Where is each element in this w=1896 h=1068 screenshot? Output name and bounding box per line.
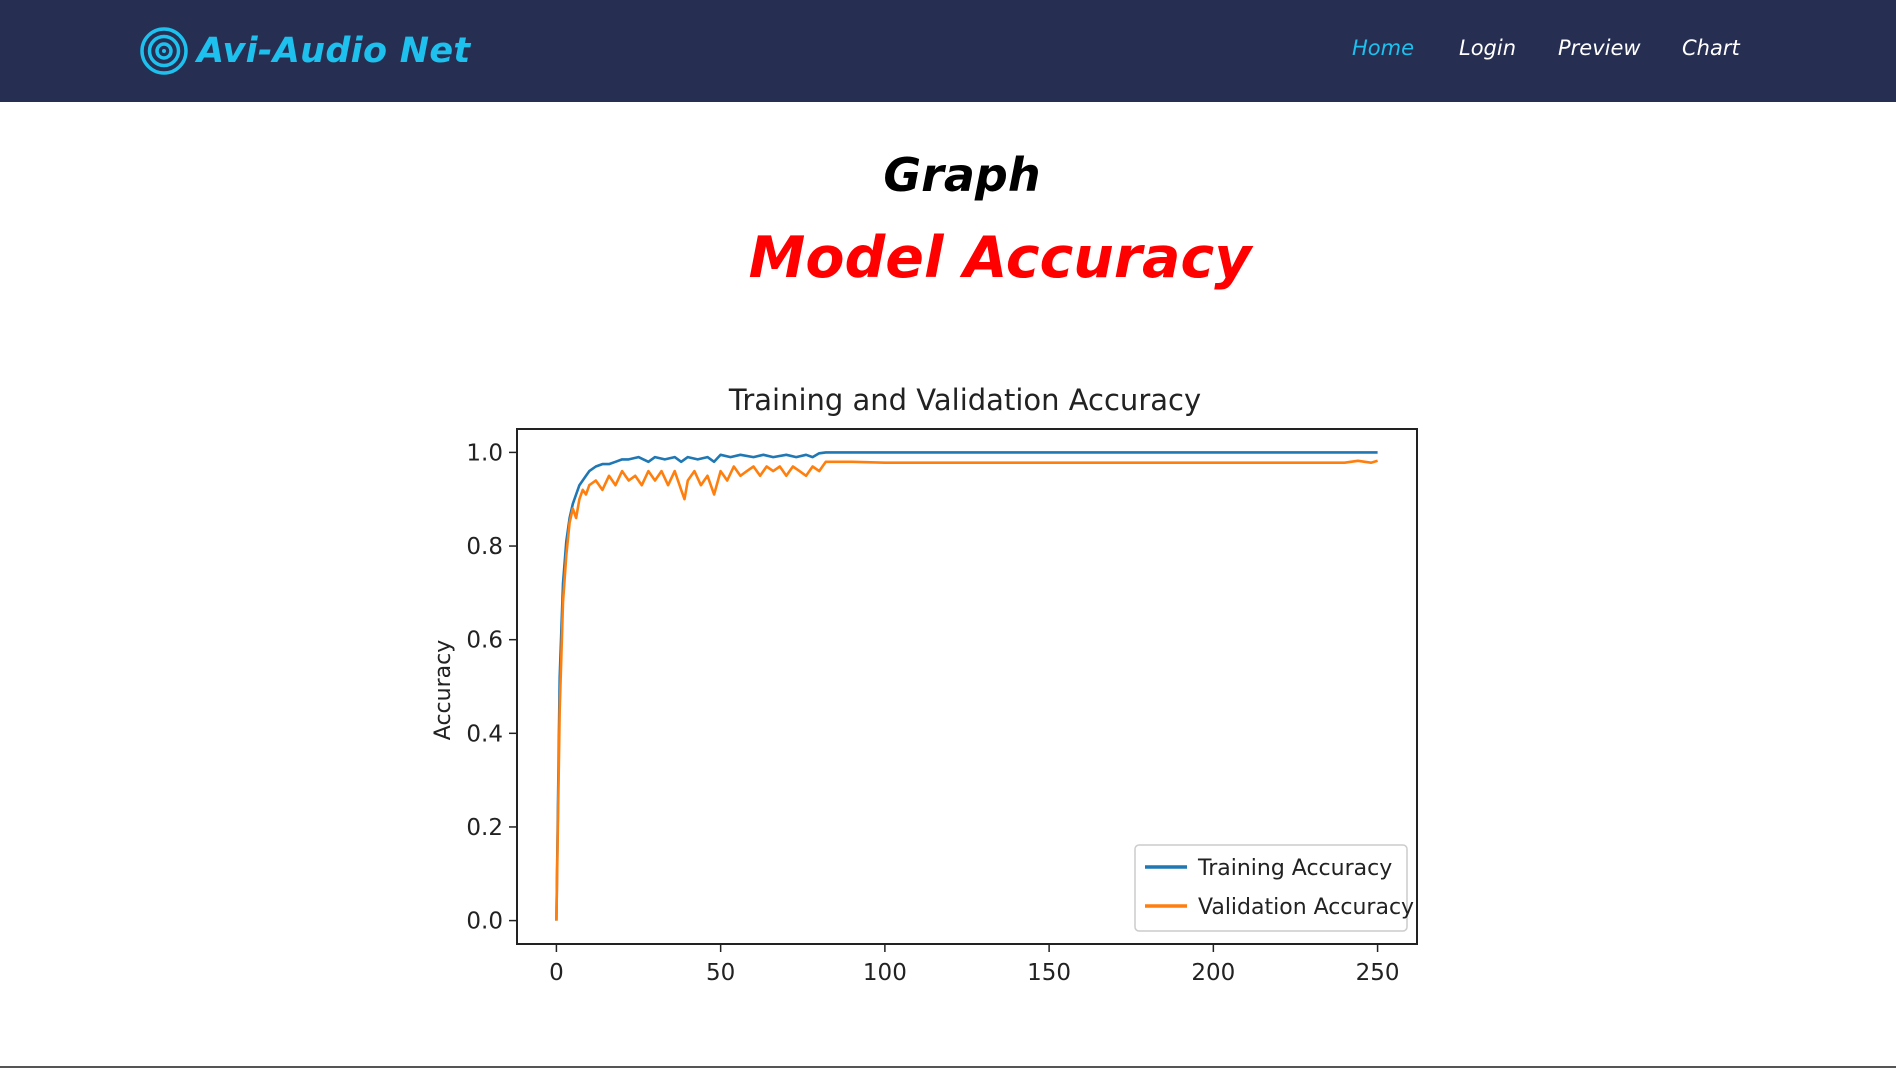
accuracy-chart: Training and Validation Accuracy Accurac… <box>420 372 1440 1012</box>
bottom-divider <box>0 1066 1896 1068</box>
chart-svg: Training and Validation Accuracy Accurac… <box>431 383 1418 986</box>
x-tick-label: 200 <box>1191 960 1235 986</box>
brand-name: Avi-Audio Net <box>197 31 471 71</box>
page-subtitle: Model Accuracy <box>748 225 1252 291</box>
x-tick-label: 150 <box>1027 960 1071 986</box>
nav-chart-link[interactable]: Chart <box>1682 36 1740 60</box>
top-navbar: Avi-Audio Net Home Login Preview Chart <box>0 0 1896 102</box>
brand-logo-link[interactable]: Avi-Audio Net <box>139 24 470 78</box>
y-tick-label: 0.4 <box>466 721 503 747</box>
series-line-validation-accuracy <box>555 459 1378 921</box>
nav-home-link[interactable]: Home <box>1352 36 1415 60</box>
y-tick-label: 1.0 <box>466 440 503 466</box>
plot-frame <box>516 428 1418 945</box>
x-tick-label: 50 <box>706 960 735 986</box>
legend-label: Validation Accuracy <box>1198 895 1414 920</box>
page-title: Graph <box>883 148 1041 202</box>
y-tick-label: 0.8 <box>466 534 503 560</box>
x-tick-label: 0 <box>549 960 564 986</box>
x-tick-label: 250 <box>1356 960 1400 986</box>
y-tick-label: 0.6 <box>466 628 503 654</box>
y-tick-label: 0.0 <box>466 909 503 935</box>
series-line-training-accuracy <box>555 451 1378 921</box>
y-tick-label: 0.2 <box>466 815 503 841</box>
chart-y-axis-label: Accuracy <box>431 640 456 740</box>
x-tick-label: 100 <box>863 960 907 986</box>
nav-login-link[interactable]: Login <box>1459 36 1517 60</box>
legend-label: Training Accuracy <box>1197 856 1392 881</box>
concentric-circles-icon <box>140 27 188 75</box>
chart-title: Training and Validation Accuracy <box>728 383 1201 417</box>
nav-preview-link[interactable]: Preview <box>1558 36 1641 60</box>
legend-box <box>1134 844 1408 932</box>
